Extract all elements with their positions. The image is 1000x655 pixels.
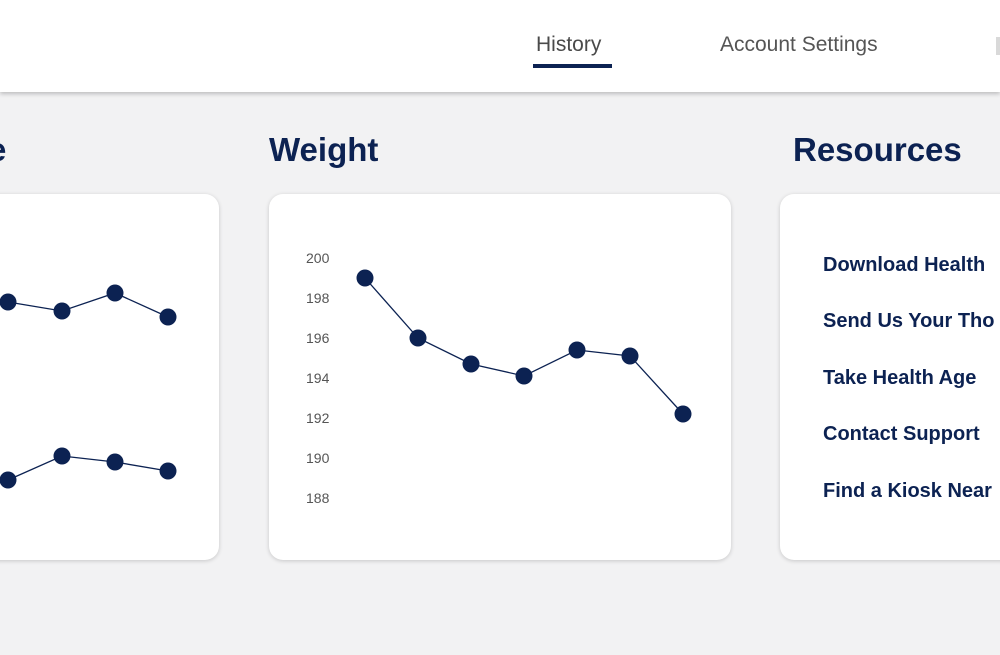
left-data-point[interactable]	[0, 471, 17, 489]
weight-chart-card: 200 198 196 194 192 190 188	[269, 194, 731, 560]
y-tick-label: 196	[306, 330, 330, 346]
weight-series-line	[364, 277, 684, 415]
weight-data-point[interactable]	[674, 405, 692, 423]
resources-links-clip: Download Health Send Us Your Tho Take He…	[780, 194, 1000, 560]
left-data-point[interactable]	[159, 462, 177, 480]
left-data-point[interactable]	[106, 453, 124, 471]
left-series-line-1	[7, 292, 169, 318]
left-data-point[interactable]	[53, 302, 71, 320]
y-tick-label: 190	[306, 450, 330, 466]
resource-link-send-thoughts[interactable]: Send Us Your Tho	[823, 310, 995, 332]
left-chart	[0, 284, 177, 489]
weight-data-point[interactable]	[568, 341, 586, 359]
partial-tab-glyph	[996, 37, 1000, 55]
resource-link-find-kiosk[interactable]: Find a Kiosk Near	[823, 480, 992, 502]
tab-history[interactable]: History	[536, 33, 602, 56]
y-tick-label: 192	[306, 410, 330, 426]
weight-data-point[interactable]	[621, 347, 639, 365]
weight-data-point[interactable]	[462, 355, 480, 373]
weight-data-point[interactable]	[356, 269, 374, 287]
left-chart-card	[0, 194, 219, 560]
left-section-title: e	[0, 128, 6, 172]
y-tick-label: 198	[306, 290, 330, 306]
y-tick-label: 194	[306, 370, 330, 386]
left-data-point[interactable]	[106, 284, 124, 302]
active-tab-underline	[533, 64, 612, 68]
left-series-line-2	[7, 455, 169, 481]
weight-data-point[interactable]	[409, 329, 427, 347]
top-nav-bar: History Account Settings	[0, 0, 1000, 92]
weight-section-title: Weight	[269, 131, 379, 168]
left-data-point[interactable]	[159, 308, 177, 326]
resource-link-health-age[interactable]: Take Health Age	[823, 367, 977, 389]
resources-section-title: Resources	[793, 131, 962, 168]
tab-account-settings[interactable]: Account Settings	[720, 33, 878, 56]
weight-data-point[interactable]	[515, 367, 533, 385]
left-data-point[interactable]	[0, 293, 17, 311]
resource-link-download-health[interactable]: Download Health	[823, 254, 986, 276]
y-tick-label: 188	[306, 490, 330, 506]
weight-chart: 200 198 196 194 192 190 188	[306, 250, 692, 506]
y-tick-label: 200	[306, 250, 330, 266]
resource-link-contact-support[interactable]: Contact Support	[823, 423, 980, 445]
resources-card	[780, 194, 1000, 560]
left-data-point[interactable]	[53, 447, 71, 465]
